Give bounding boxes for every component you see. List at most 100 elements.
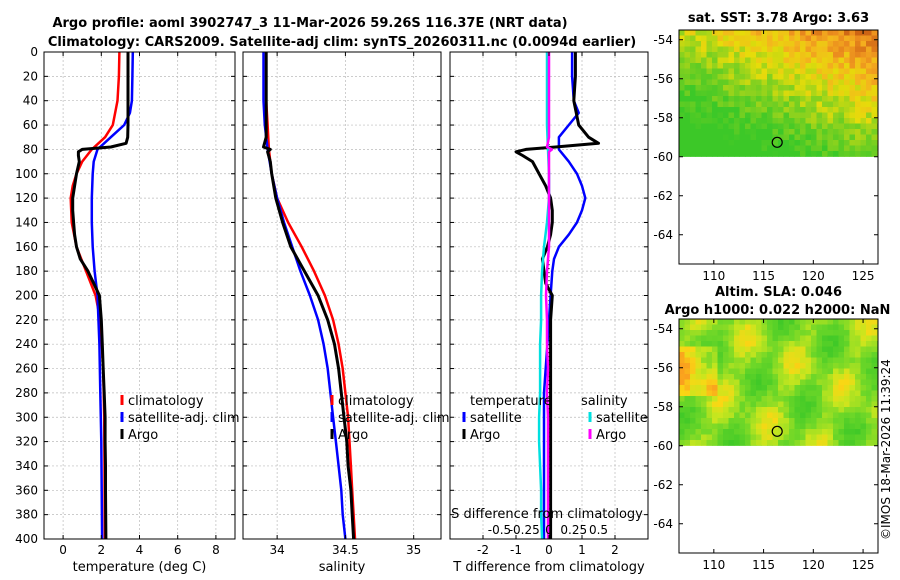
- heatmap-cell: [844, 401, 850, 408]
- heatmap-cell: [701, 412, 707, 419]
- heatmap-cell: [679, 112, 685, 119]
- heatmap-cell: [827, 385, 834, 391]
- heatmap-cell: [805, 140, 812, 146]
- heatmap-cell: [712, 52, 718, 58]
- heatmap-cell: [745, 101, 751, 108]
- heatmap-cell: [739, 396, 746, 402]
- heatmap-cell: [739, 429, 746, 435]
- heatmap-cell: [816, 79, 823, 86]
- heatmap-cell: [789, 118, 795, 124]
- heatmap-cell: [827, 412, 834, 419]
- heatmap-cell: [844, 434, 850, 441]
- heatmap-cell: [822, 434, 828, 441]
- heatmap-cell: [849, 123, 856, 130]
- heatmap-cell: [871, 352, 878, 358]
- heatmap-cell: [789, 129, 795, 135]
- heatmap-cell: [750, 423, 757, 430]
- heatmap-cell: [750, 401, 757, 408]
- heatmap-cell: [701, 46, 707, 53]
- heatmap-cell: [706, 346, 713, 353]
- heatmap-cell: [871, 90, 878, 97]
- heatmap-cell: [827, 145, 834, 152]
- heatmap-cell: [695, 151, 702, 157]
- heatmap-cell: [701, 74, 707, 80]
- heatmap-cell: [816, 41, 823, 47]
- heatmap-cell: [844, 41, 850, 47]
- heatmap-cell: [772, 385, 779, 391]
- heatmap-cell: [734, 134, 740, 141]
- heatmap-cell: [745, 46, 751, 53]
- heatmap-cell: [728, 374, 735, 380]
- heatmap-cell: [778, 85, 784, 91]
- heatmap-cell: [849, 85, 856, 91]
- heatmap-cell: [717, 46, 724, 53]
- heatmap-cell: [767, 129, 773, 135]
- heatmap-cell: [794, 90, 801, 97]
- y-tick-label: 280: [15, 386, 38, 400]
- heatmap-cell: [728, 396, 735, 402]
- heatmap-cell: [855, 90, 861, 97]
- heatmap-cell: [761, 374, 768, 380]
- heatmap-cell: [805, 440, 812, 446]
- heatmap-cell: [855, 30, 861, 36]
- heatmap-cell: [778, 352, 784, 358]
- heatmap-cell: [794, 390, 801, 397]
- heatmap-cell: [849, 96, 856, 102]
- heatmap-cell: [838, 46, 845, 53]
- heatmap-cell: [827, 79, 834, 86]
- heatmap-cell: [794, 341, 801, 347]
- heatmap-cell: [717, 112, 724, 119]
- heatmap-cell: [844, 107, 850, 113]
- heatmap-cell: [783, 90, 790, 97]
- heatmap-cell: [734, 352, 740, 358]
- heatmap-cell: [871, 412, 878, 419]
- heatmap-cell: [745, 440, 751, 446]
- heatmap-cell: [690, 385, 696, 391]
- heatmap-cell: [734, 379, 740, 386]
- heatmap-cell: [778, 429, 784, 435]
- heatmap-cell: [690, 434, 696, 441]
- heatmap-cell: [706, 129, 713, 135]
- heatmap-cell: [827, 57, 834, 64]
- heatmap-cell: [860, 68, 867, 75]
- heatmap-cell: [728, 35, 735, 42]
- x-tick-label: 35: [406, 543, 421, 557]
- heatmap-cell: [805, 52, 812, 58]
- heatmap-cell: [811, 423, 817, 430]
- heatmap-cell: [684, 107, 691, 113]
- heatmap-cell: [761, 341, 768, 347]
- heatmap-cell: [805, 112, 812, 119]
- heatmap-cell: [822, 35, 828, 42]
- heatmap-cell: [833, 101, 839, 108]
- heatmap-cell: [701, 341, 707, 347]
- heatmap-cell: [860, 390, 867, 397]
- heatmap-cell: [684, 46, 691, 53]
- heatmap-cell: [838, 52, 845, 58]
- heatmap-cell: [695, 107, 702, 113]
- heatmap-cell: [860, 357, 867, 364]
- heatmap-cell: [756, 107, 762, 113]
- heatmap-cell: [827, 68, 834, 75]
- heatmap-cell: [778, 368, 784, 375]
- heatmap-cell: [739, 319, 746, 325]
- heatmap-cell: [800, 352, 806, 358]
- heatmap-cell: [794, 123, 801, 130]
- heatmap-cell: [728, 412, 735, 419]
- heatmap-cell: [849, 79, 856, 86]
- heatmap-cell: [679, 346, 685, 353]
- y-tick-label: 340: [15, 459, 38, 473]
- heatmap-cell: [717, 101, 724, 108]
- heatmap-cell: [783, 418, 790, 424]
- heatmap-cell: [772, 401, 779, 408]
- heatmap-cell: [679, 63, 685, 69]
- heatmap-cell: [838, 368, 845, 375]
- heatmap-cell: [866, 30, 872, 36]
- heatmap-cell: [811, 63, 817, 69]
- heatmap-cell: [772, 357, 779, 364]
- heatmap-cell: [816, 324, 823, 331]
- heatmap-cell: [695, 145, 702, 152]
- heatmap-cell: [701, 335, 707, 342]
- heatmap-cell: [800, 68, 806, 75]
- heatmap-cell: [855, 423, 861, 430]
- heatmap-cell: [772, 41, 779, 47]
